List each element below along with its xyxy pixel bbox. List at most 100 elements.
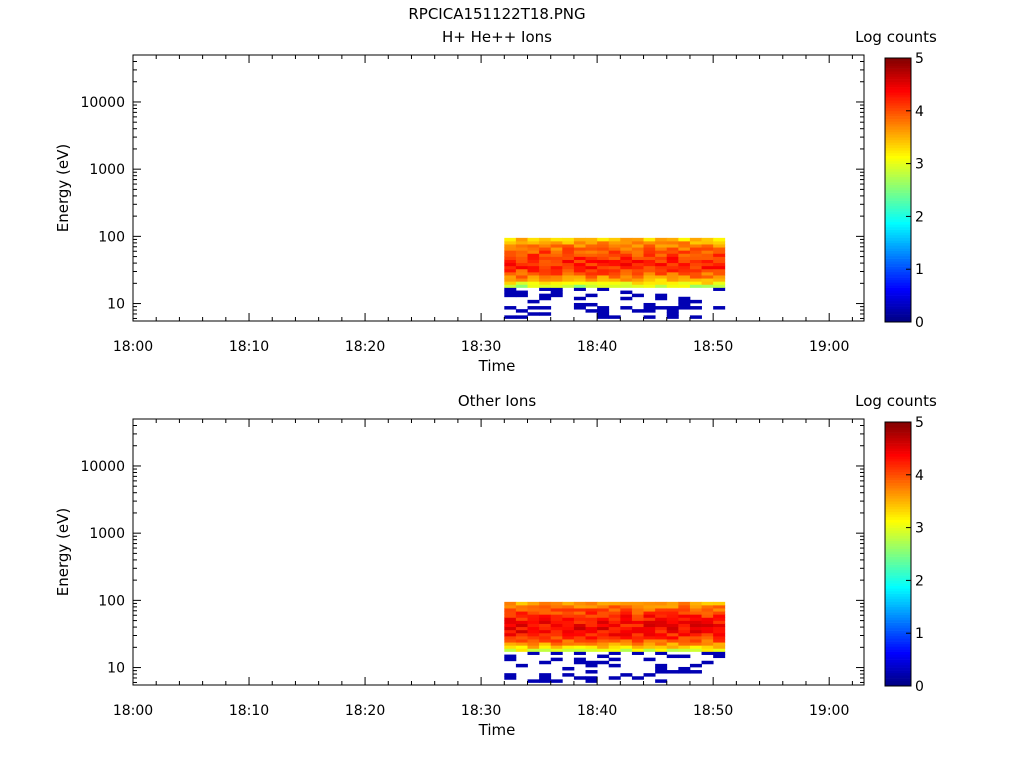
heatmap-cell <box>585 250 598 254</box>
heatmap-cell <box>527 604 540 609</box>
heatmap-cell <box>631 601 644 606</box>
colorbar-segment <box>885 601 911 605</box>
heatmap-cell <box>678 635 691 640</box>
colorbar-segment <box>885 221 911 225</box>
heatmap-cell <box>597 262 610 267</box>
heatmap-cell <box>562 608 575 612</box>
heatmap-cell <box>655 648 668 652</box>
heatmap-cell <box>562 601 575 606</box>
heatmap-cell <box>504 617 517 621</box>
heatmap-cell <box>643 635 656 640</box>
heatmap-cell <box>666 635 679 640</box>
heatmap-cell <box>562 240 575 245</box>
heatmap-cell <box>666 654 679 659</box>
colorbar-segment <box>885 495 911 499</box>
heatmap-cell <box>515 253 528 257</box>
heatmap-cell <box>666 648 679 652</box>
heatmap-cell <box>539 293 552 298</box>
heatmap-cell <box>539 250 552 254</box>
heatmap-cell <box>701 268 714 273</box>
heatmap-cell <box>515 611 528 615</box>
heatmap-cell <box>620 284 633 288</box>
heatmap-cell <box>562 626 575 631</box>
heatmap-cell <box>701 271 714 276</box>
heatmap-cell <box>620 306 633 310</box>
colorbar-segment <box>885 195 911 199</box>
heatmap-cell <box>608 253 621 257</box>
heatmap-cell <box>515 635 528 640</box>
heatmap-cell <box>643 673 656 677</box>
heatmap-cell <box>701 645 714 649</box>
heatmap-cell <box>585 265 598 270</box>
heatmap-cell <box>643 608 656 612</box>
heatmap-cell <box>701 265 714 270</box>
heatmap-cell <box>504 265 517 270</box>
colorbar-segment <box>885 60 911 64</box>
colorbar-segment <box>885 564 911 568</box>
colorbar-segment <box>885 522 911 526</box>
colorbar-label: Log counts <box>855 28 937 46</box>
colorbar-segment <box>885 124 911 127</box>
heatmap-cell <box>620 608 633 612</box>
heatmap-cell <box>562 253 575 257</box>
heatmap-cell <box>597 268 610 273</box>
heatmap-cell <box>550 604 563 609</box>
heatmap-cell <box>573 256 586 260</box>
colorbar-segment <box>885 303 911 307</box>
heatmap-cell <box>608 240 621 245</box>
heatmap-cell <box>643 281 656 285</box>
heatmap-cell <box>701 611 714 615</box>
heatmap-cell <box>562 271 575 276</box>
heatmap-cell <box>585 642 598 646</box>
heatmap-cell <box>597 250 610 254</box>
heatmap-cell <box>631 268 644 273</box>
heatmap-cell <box>701 632 714 637</box>
heatmap-cell <box>689 604 702 609</box>
colorbar-tick-label: 0 <box>915 315 924 331</box>
heatmap-cell <box>620 278 633 282</box>
colorbar-tick-label: 5 <box>915 51 924 67</box>
colorbar-segment <box>885 583 911 586</box>
heatmap-cell <box>655 244 668 248</box>
heatmap-cell <box>550 639 563 643</box>
heatmap-cell <box>562 614 575 618</box>
heatmap-cell <box>573 648 586 652</box>
heatmap-cell <box>643 623 656 628</box>
heatmap-cell <box>562 259 575 264</box>
colorbar-segment <box>885 89 911 93</box>
heatmap-cell <box>701 620 714 624</box>
heatmap-cell <box>562 635 575 640</box>
heatmap-cell <box>504 614 517 618</box>
heatmap-cell <box>597 654 610 659</box>
heatmap-cell <box>608 676 621 680</box>
colorbar-segment <box>885 208 911 212</box>
colorbar: 0 1 2 3 4 5 Log counts <box>855 392 937 695</box>
heatmap-cell <box>573 614 586 618</box>
heatmap-cell <box>643 629 656 634</box>
y-tick-label: 100 <box>98 229 125 245</box>
colorbar-segment <box>885 567 911 571</box>
heatmap-cell <box>539 275 552 279</box>
heatmap-cell <box>689 639 702 643</box>
heatmap-cell <box>608 250 621 254</box>
colorbar-segment <box>885 168 911 172</box>
heatmap-cell <box>666 626 679 631</box>
colorbar-segment <box>885 108 911 112</box>
heatmap-cell <box>643 240 656 245</box>
heatmap-cell <box>678 299 691 304</box>
heatmap-cell <box>713 240 726 245</box>
colorbar-segment <box>885 651 911 655</box>
colorbar-tick-label: 4 <box>915 468 924 484</box>
colorbar-segment <box>885 596 911 600</box>
colorbar-segment <box>885 261 911 265</box>
heatmap-cell <box>585 284 598 288</box>
heatmap-cell <box>666 284 679 288</box>
colorbar-segment <box>885 627 911 631</box>
heatmap-cell <box>504 623 517 628</box>
colorbar-segment <box>885 292 911 296</box>
heatmap-cell <box>620 281 633 285</box>
colorbar-segment <box>885 71 911 75</box>
colorbar-segment <box>885 203 911 207</box>
